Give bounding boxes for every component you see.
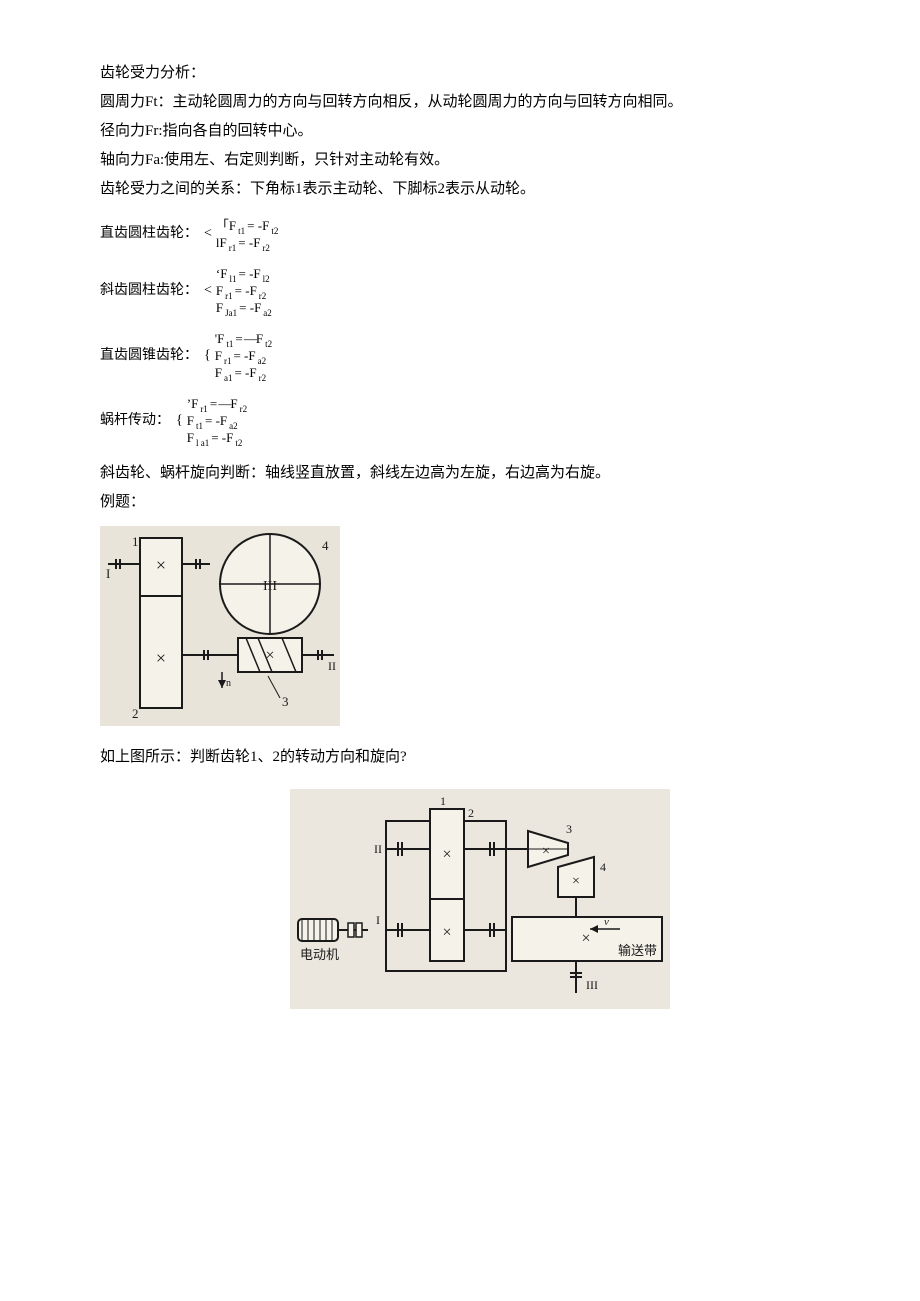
- formula-worm-gear: 蜗杆传动： { ’ Fr1 = — Fr2 Ft1 = - Fa2 Fl a1 …: [100, 395, 820, 446]
- intro-line-fa: 轴向力Fa:使用左、右定则判断，只针对主动轮有效。: [100, 147, 820, 174]
- cross-icon: ×: [581, 930, 590, 947]
- gear-num-4: 4: [600, 860, 606, 874]
- shaft-label-i: I: [376, 913, 380, 927]
- eq-line: ’ Fr1 = — Fr2: [187, 397, 249, 410]
- shaft-label-iii: III: [586, 978, 598, 992]
- shaft-label-1: I: [106, 566, 110, 581]
- brace-icon: <: [204, 227, 212, 241]
- eq-line: ' Ft1 = — Ft2: [215, 332, 274, 345]
- rotation-note: 斜齿轮、蜗杆旋向判断：轴线竖直放置，斜线左边高为左旋，右边高为右旋。: [100, 460, 820, 487]
- cross-icon: ×: [156, 555, 166, 575]
- intro-line-fr: 径向力Fr:指向各自的回转中心。: [100, 118, 820, 145]
- eq-line: Fl a1 = - Ft2: [187, 431, 249, 444]
- brace-icon: {: [204, 349, 211, 363]
- gear-label-3: 3: [282, 694, 289, 709]
- gear-diagram-1: × × I III 4 × II n 1 2 3: [100, 526, 820, 726]
- gear-diagram-2: 电动机 I × × II × × × v 输送带 III 1 2 3 4: [290, 789, 820, 1009]
- formula-bevel-gear: 直齿圆锥齿轮： { ' Ft1 = — Ft2 Fr1 = - Fa2 Fa1 …: [100, 330, 820, 381]
- brace-icon: <: [204, 284, 212, 298]
- shaft-label-2: II: [328, 659, 336, 673]
- gear-label-2: 2: [132, 706, 139, 721]
- cross-icon: ×: [542, 844, 550, 859]
- cross-icon: ×: [442, 846, 451, 863]
- gear-num-1: 1: [440, 794, 446, 808]
- eq-line: 「 Ft1 = - Ft2: [216, 219, 280, 232]
- brace-icon: {: [176, 414, 183, 428]
- cross-icon: ×: [572, 874, 580, 889]
- eq-line: Ft1 = - Fa2: [187, 414, 249, 427]
- spur-label: 直齿圆柱齿轮：: [100, 221, 198, 246]
- bevel-label: 直齿圆锥齿轮：: [100, 343, 198, 368]
- section-title: 齿轮受力分析：: [100, 60, 820, 87]
- question-text: 如上图所示：判断齿轮1、2的转动方向和旋向?: [100, 744, 820, 771]
- eq-line: ‘ Fl1 = - Fl2: [216, 267, 274, 280]
- helical-label: 斜齿圆柱齿轮：: [100, 278, 198, 303]
- eq-line: Fr1 = - Fr2: [216, 284, 274, 297]
- cross-icon: ×: [265, 647, 274, 664]
- svg-text:n: n: [226, 678, 231, 689]
- belt-label: 输送带: [618, 943, 657, 958]
- eq-line: l Fr1 = - Fr2: [216, 236, 280, 249]
- eq-line: Fr1 = - Fa2: [215, 349, 274, 362]
- example-label: 例题：: [100, 489, 820, 516]
- intro-line-relation: 齿轮受力之间的关系：下角标1表示主动轮、下脚标2表示从动轮。: [100, 176, 820, 203]
- eq-line: FJa1 = - Fa2: [216, 301, 274, 314]
- worm-label: 蜗杆传动：: [100, 408, 170, 433]
- cross-icon: ×: [156, 648, 166, 668]
- motor-label: 电动机: [300, 947, 339, 962]
- gear-label-1: 1: [132, 534, 139, 549]
- intro-line-ft: 圆周力Ft：主动轮圆周力的方向与回转方向相反，从动轮圆周力的方向与回转方向相同。: [100, 89, 820, 116]
- eq-line: Fa1 = - Fr2: [215, 366, 274, 379]
- velocity-label: v: [604, 916, 609, 928]
- gear-num-2: 2: [468, 806, 474, 820]
- shaft-label-3: III: [263, 579, 277, 594]
- cross-icon: ×: [442, 924, 451, 941]
- formula-helical-gear: 斜齿圆柱齿轮： < ‘ Fl1 = - Fl2 Fr1 = - Fr2 FJa1…: [100, 265, 820, 316]
- gear-label-4: 4: [322, 538, 329, 553]
- formula-spur-gear: 直齿圆柱齿轮： < 「 Ft1 = - Ft2 l Fr1 = - Fr2: [100, 217, 820, 251]
- gear-num-3: 3: [566, 822, 572, 836]
- shaft-label-ii: II: [374, 842, 382, 856]
